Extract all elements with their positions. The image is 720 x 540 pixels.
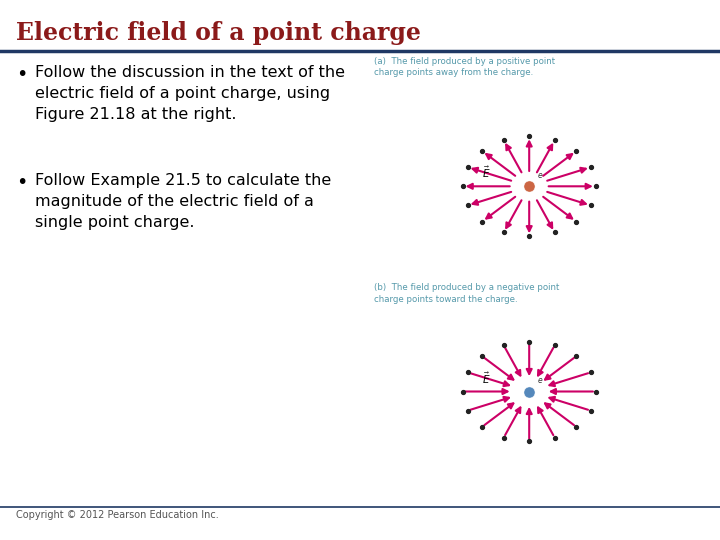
- Text: e: e: [538, 376, 543, 385]
- Text: Follow Example 21.5 to calculate the
magnitude of the electric field of a
single: Follow Example 21.5 to calculate the mag…: [35, 173, 330, 230]
- Text: Copyright © 2012 Pearson Education Inc.: Copyright © 2012 Pearson Education Inc.: [16, 510, 219, 521]
- Text: •: •: [16, 65, 27, 84]
- Text: $\vec{E}$: $\vec{E}$: [482, 370, 490, 386]
- Text: (a)  The field produced by a positive point
charge points away from the charge.: (a) The field produced by a positive poi…: [374, 57, 556, 77]
- Text: $\vec{E}$: $\vec{E}$: [482, 165, 490, 180]
- Text: Electric field of a point charge: Electric field of a point charge: [16, 21, 420, 44]
- Text: e: e: [538, 171, 543, 180]
- Text: Follow the discussion in the text of the
electric field of a point charge, using: Follow the discussion in the text of the…: [35, 65, 345, 122]
- Text: (b)  The field produced by a negative point
charge points toward the charge.: (b) The field produced by a negative poi…: [374, 284, 559, 304]
- Text: •: •: [16, 173, 27, 192]
